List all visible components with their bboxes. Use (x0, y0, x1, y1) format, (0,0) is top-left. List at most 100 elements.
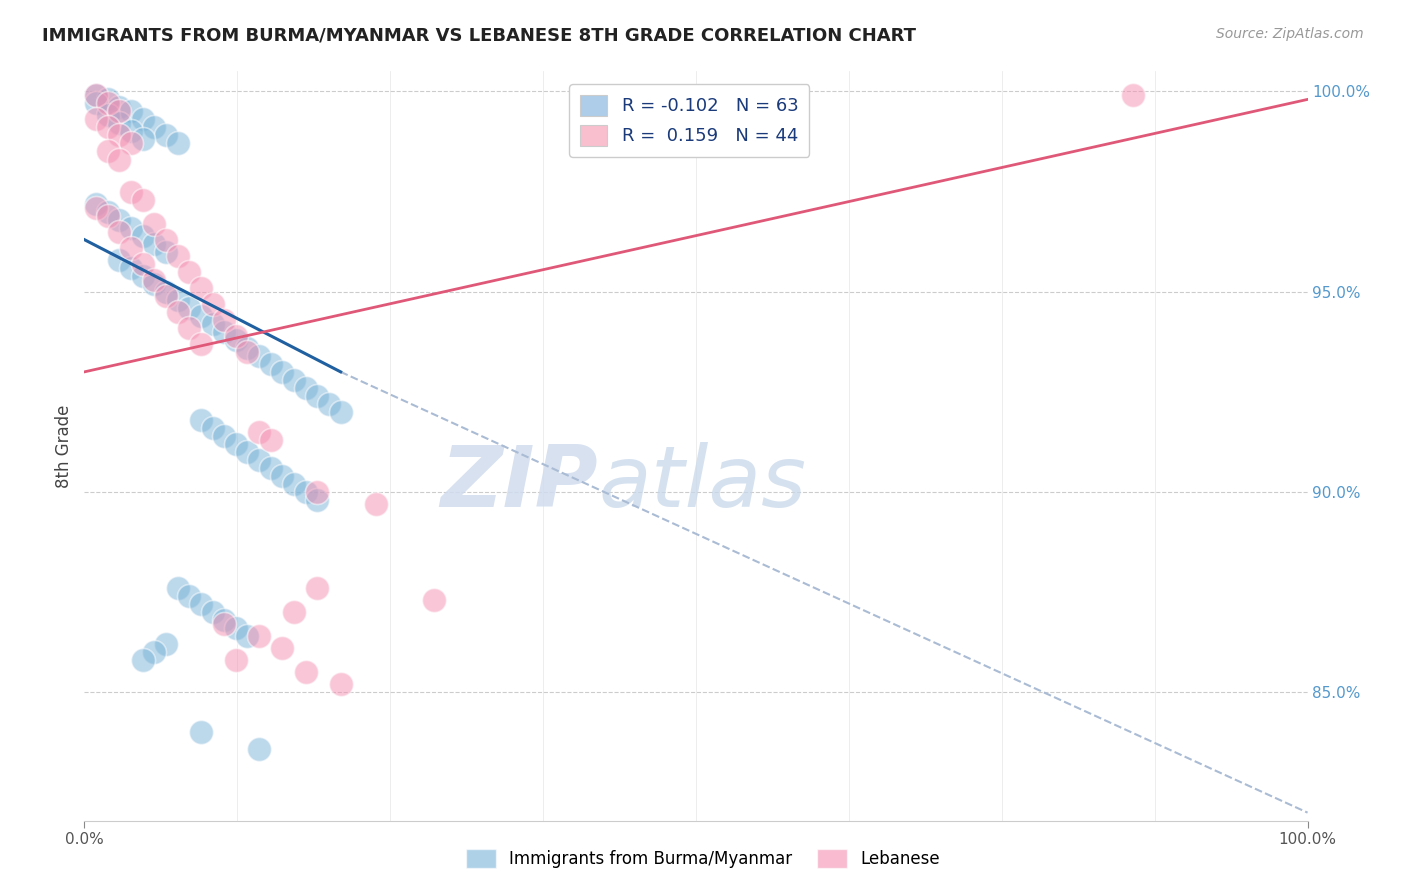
Point (247, 349, 270, 363)
Point (423, 593, 446, 607)
Point (108, 212, 131, 227)
Point (131, 257, 153, 271)
Point (108, 153, 131, 167)
Point (247, 425, 270, 439)
Point (120, 104, 142, 119)
Text: atlas: atlas (598, 442, 806, 525)
Point (283, 477, 305, 491)
Point (247, 453, 270, 467)
Point (143, 120, 166, 135)
Point (283, 605, 305, 619)
Point (271, 469, 294, 483)
Point (155, 244, 177, 259)
Point (97, 108, 120, 122)
Point (155, 289, 177, 303)
Point (179, 320, 201, 334)
Point (236, 344, 259, 359)
Point (143, 277, 166, 291)
Point (201, 317, 224, 331)
Point (225, 653, 247, 667)
Point (190, 725, 212, 739)
Point (166, 293, 188, 307)
Point (190, 309, 212, 323)
Text: IMMIGRANTS FROM BURMA/MYANMAR VS LEBANESE 8TH GRADE CORRELATION CHART: IMMIGRANTS FROM BURMA/MYANMAR VS LEBANES… (42, 27, 917, 45)
Point (294, 485, 316, 500)
Point (236, 445, 259, 459)
Point (143, 217, 166, 231)
Point (294, 381, 316, 395)
Point (201, 297, 224, 311)
Point (120, 241, 142, 255)
Point (131, 193, 153, 207)
Point (329, 405, 352, 419)
Point (236, 341, 259, 355)
Point (84, 201, 107, 215)
Point (307, 493, 329, 508)
Point (143, 236, 166, 251)
Point (212, 325, 235, 339)
Point (131, 112, 153, 127)
Point (120, 185, 142, 199)
Point (247, 741, 270, 756)
Point (143, 273, 166, 287)
Point (212, 613, 235, 627)
Point (283, 373, 305, 387)
Point (212, 313, 235, 327)
Point (212, 617, 235, 632)
Point (97, 120, 120, 135)
Point (108, 128, 131, 143)
Point (236, 629, 259, 643)
Point (166, 136, 188, 151)
Point (212, 429, 235, 443)
Point (155, 233, 177, 247)
Point (84, 88, 107, 103)
Point (97, 204, 120, 219)
Point (260, 433, 283, 447)
Point (108, 104, 131, 119)
Point (97, 145, 120, 159)
Point (84, 196, 107, 211)
Legend: R = -0.102   N = 63, R =  0.159   N = 44: R = -0.102 N = 63, R = 0.159 N = 44 (569, 84, 810, 156)
Point (131, 653, 153, 667)
Point (131, 132, 153, 146)
Point (1122, 88, 1144, 103)
Point (364, 497, 387, 511)
Point (166, 249, 188, 263)
Point (260, 357, 283, 371)
Point (190, 281, 212, 295)
Point (307, 581, 329, 595)
Point (201, 421, 224, 435)
Point (131, 268, 153, 283)
Point (166, 305, 188, 319)
Point (97, 209, 120, 223)
Point (166, 581, 188, 595)
Point (225, 328, 247, 343)
Point (108, 252, 131, 267)
Point (120, 124, 142, 138)
Point (155, 285, 177, 299)
Point (271, 641, 294, 656)
Point (108, 116, 131, 130)
Point (225, 437, 247, 451)
Point (84, 96, 107, 111)
Point (190, 336, 212, 351)
Point (201, 605, 224, 619)
Point (120, 260, 142, 275)
Point (108, 100, 131, 114)
Point (120, 220, 142, 235)
Point (190, 597, 212, 611)
Point (307, 389, 329, 403)
Point (307, 485, 329, 500)
Point (329, 677, 352, 691)
Point (271, 365, 294, 379)
Point (155, 637, 177, 651)
Point (260, 461, 283, 475)
Point (225, 333, 247, 347)
Point (84, 112, 107, 127)
Legend: Immigrants from Burma/Myanmar, Lebanese: Immigrants from Burma/Myanmar, Lebanese (460, 842, 946, 875)
Point (97, 96, 120, 111)
Text: Source: ZipAtlas.com: Source: ZipAtlas.com (1216, 27, 1364, 41)
Point (155, 128, 177, 143)
Point (318, 397, 340, 411)
Point (120, 136, 142, 151)
